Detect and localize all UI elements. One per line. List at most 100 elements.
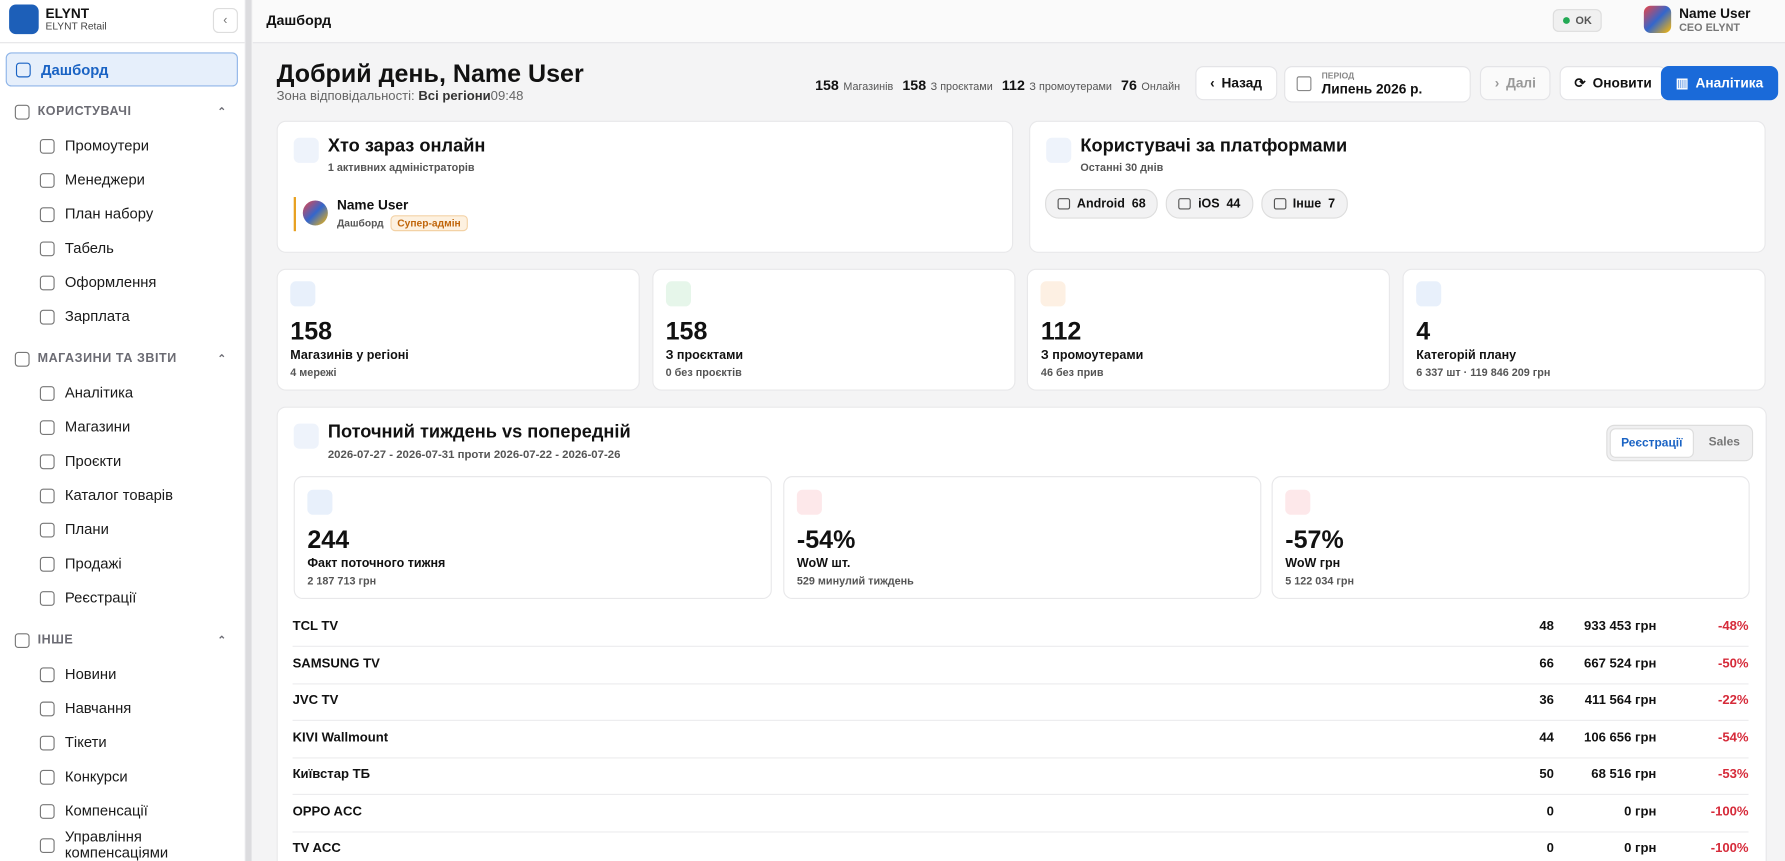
section-icon (14, 351, 30, 367)
period-picker[interactable]: ПЕРІОД Липень 2026 р. (1284, 66, 1471, 103)
nav-label: Проєкти (64, 452, 122, 470)
topbar: Дашборд OK Name User CEO ELYNT (252, 0, 1785, 44)
nav-item[interactable]: Новини (6, 657, 238, 691)
nav-item[interactable]: Магазини (6, 410, 238, 444)
nav-icon (39, 803, 55, 819)
row-change: -53% (1717, 767, 1749, 782)
refresh-label: Оновити (1592, 75, 1652, 92)
row-count: 50 (1539, 767, 1554, 782)
user-name: Name User (1679, 5, 1751, 22)
nav-item[interactable]: Аналітика (6, 376, 238, 410)
refresh-button[interactable]: ⟳ Оновити (1559, 66, 1667, 101)
period-value: Липень 2026 р. (1321, 80, 1423, 97)
summary-label: З проєктами (930, 80, 993, 94)
nav-item[interactable]: Навчання (6, 691, 238, 725)
nav-item[interactable]: Проєкти (6, 444, 238, 478)
nav-section[interactable]: КОРИСТУВАЧІ ⌃ (6, 95, 238, 129)
analytics-button[interactable]: ▥ Аналітика (1660, 66, 1778, 101)
next-button[interactable]: › Далі (1479, 66, 1551, 101)
summary-value: 158 (902, 77, 927, 94)
row-change: -22% (1717, 693, 1749, 708)
back-button[interactable]: ‹ Назад (1195, 66, 1277, 101)
kpi-card: 158 Магазинів у регіоні 4 мережі (276, 268, 640, 391)
row-amount: 68 516 грн (1591, 767, 1657, 782)
section-icon (14, 104, 30, 120)
weekly-title: Поточний тиждень vs попередній (327, 422, 631, 442)
next-label: Далі (1506, 75, 1536, 92)
week-card: -57% WoW грн 5 122 034 грн (1271, 476, 1750, 600)
row-count: 44 (1539, 730, 1554, 745)
chip-name: Android (1076, 197, 1125, 211)
chip-name: iOS (1198, 197, 1220, 211)
chip-count: 7 (1328, 197, 1336, 211)
nav-item[interactable]: Табель (6, 231, 238, 265)
week-label: Факт поточного тижня (307, 556, 446, 571)
nav-item[interactable]: Промоутери (6, 129, 238, 163)
row-change: -48% (1717, 619, 1749, 634)
collapse-button[interactable]: ‹ (212, 7, 238, 34)
nav-item[interactable]: Каталог товарів (6, 478, 238, 512)
nav-label: Компенсації (64, 801, 148, 819)
platform-chip: iOS 44 (1166, 189, 1253, 219)
nav-item[interactable]: Реєстрації (6, 581, 238, 615)
kpi-value: 4 (1416, 316, 1431, 346)
tab[interactable]: Sales (1708, 435, 1740, 449)
nav-item[interactable]: Конкурси (6, 760, 238, 794)
nav-item[interactable]: Управління компенсаціями (6, 828, 238, 861)
nav-item[interactable]: Тікети (6, 725, 238, 759)
nav-item[interactable]: Плани (6, 513, 238, 547)
nav-item[interactable]: Оформлення (6, 265, 238, 299)
section-toggle: ⌃ (217, 352, 227, 364)
nav-item[interactable]: Менеджери (6, 163, 238, 197)
nav-label: Каталог товарів (64, 486, 173, 504)
tab[interactable]: Реєстрації (1609, 428, 1694, 458)
nav-section[interactable]: ІНШЕ ⌃ (6, 623, 238, 657)
weekly-range: 2026-07-27 - 2026-07-31 проти 2026-07-22… (327, 448, 621, 462)
status-text: OK (1575, 14, 1592, 27)
summary-item: 158 Магазинів (815, 75, 893, 96)
platforms-card: Користувачі за платформами Останні 30 дн… (1029, 120, 1766, 253)
user-page: Дашборд (336, 217, 384, 229)
summary-value: 76 (1121, 77, 1137, 94)
section-title: ІНШЕ (37, 633, 74, 647)
zone: Зона відповідальності: Всі регіони09:48 (277, 90, 524, 104)
week-note: 5 122 034 грн (1285, 575, 1355, 588)
summary: 158 Магазинів 158 З проєктами 112 З промоутер… (815, 75, 1180, 96)
week-icon (307, 489, 333, 515)
online-subtitle: 1 активних адміністраторів (327, 161, 475, 175)
nav-label: Промоутери (64, 136, 149, 154)
table-row: OPPO ACC 0 0 грн -100% (292, 794, 1749, 832)
nav-item[interactable]: Зарплата (6, 300, 238, 334)
row-change: -54% (1717, 730, 1749, 745)
nav-item[interactable]: Компенсації (6, 794, 238, 828)
nav-icon (39, 138, 55, 154)
nav-icon (39, 769, 55, 785)
summary-value: 158 (815, 77, 839, 94)
nav-item[interactable]: План набору (6, 197, 238, 231)
nav-item[interactable]: Дашборд (5, 52, 238, 87)
row-change: -100% (1710, 841, 1749, 856)
nav-label: Тікети (64, 733, 107, 751)
row-count: 66 (1539, 656, 1554, 671)
nav-icon (39, 275, 55, 290)
nav-label: Управління компенсаціями (64, 827, 169, 861)
platforms-icon (1046, 137, 1072, 163)
online-card: Хто зараз онлайн 1 активних адміністрато… (276, 120, 1014, 253)
logo (9, 4, 39, 35)
nav-icon (15, 62, 31, 77)
row-count: 0 (1546, 841, 1554, 856)
kpi-card: 158 З проєктами 0 без проєктів (651, 268, 1016, 391)
nav-label: Навчання (64, 699, 132, 717)
summary-value: 112 (1001, 77, 1025, 94)
row-name: OPPO ACC (292, 804, 362, 819)
nav-icon (39, 522, 55, 537)
nav-icon (39, 309, 55, 325)
row-amount: 411 564 грн (1584, 693, 1657, 708)
nav-section[interactable]: МАГАЗИНИ ТА ЗВІТИ ⌃ (6, 342, 238, 376)
greeting: Добрий день, Name User (276, 59, 584, 88)
nav-item[interactable]: Продажі (6, 547, 238, 581)
avatar[interactable] (1643, 5, 1672, 34)
nav-icon (39, 419, 55, 435)
chip-icon (1057, 198, 1071, 210)
user-name: Name User (336, 197, 409, 213)
